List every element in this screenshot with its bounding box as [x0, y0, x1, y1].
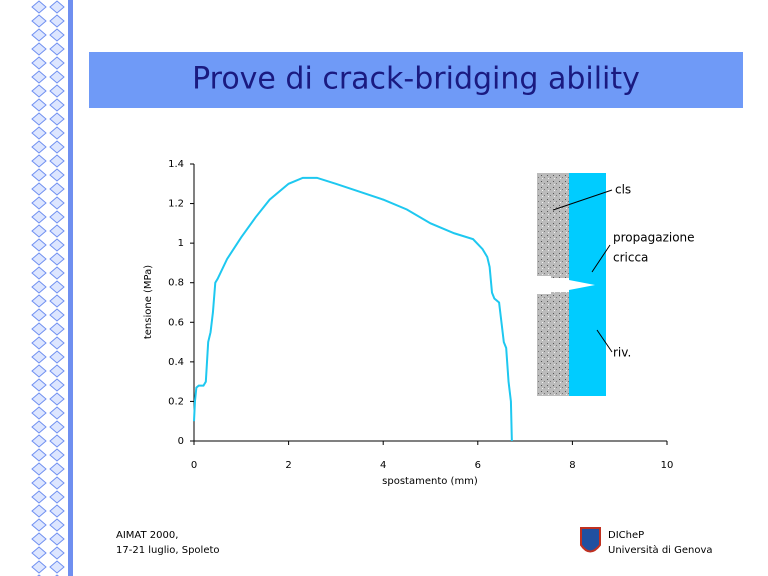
y-tick-label: 0.4	[168, 357, 184, 368]
crack	[569, 280, 595, 290]
slide-title: Prove di crack-bridging ability	[192, 62, 640, 97]
decor-strip	[30, 0, 66, 576]
annotation: cls	[615, 183, 631, 197]
annotation: propagazione	[613, 231, 695, 245]
concrete-upper	[537, 173, 569, 278]
y-tick-label: 1.2	[168, 199, 184, 210]
x-tick-label: 6	[475, 460, 481, 471]
y-tick-label: 0.8	[168, 278, 184, 289]
data-line	[193, 176, 513, 442]
logo	[580, 527, 601, 553]
x-tick-label: 2	[285, 460, 291, 471]
footer-text: AIMAT 2000,	[116, 530, 178, 541]
x-tick-label: 0	[191, 460, 197, 471]
title-banner	[89, 52, 743, 108]
y-tick-label: 1	[178, 238, 184, 249]
y-tick-label: 0	[178, 436, 184, 447]
footer-text: 17-21 luglio, Spoleto	[116, 545, 220, 556]
y-tick-label: 0.2	[168, 396, 184, 407]
annotation: riv.	[613, 346, 631, 360]
x-tick-label: 10	[661, 460, 674, 471]
annotation: cricca	[613, 251, 648, 265]
concrete-lower	[537, 292, 569, 396]
y-tick-label: 0.6	[168, 317, 184, 328]
y-tick-label: 1.4	[168, 159, 184, 170]
y-axis-label: tensione (MPa)	[143, 265, 154, 339]
decor-bar	[68, 0, 73, 576]
arrows	[552, 189, 613, 353]
footer-text: Università di Genova	[608, 544, 713, 556]
x-tick-label: 4	[380, 460, 386, 471]
x-tick-label: 8	[569, 460, 575, 471]
x-axis-label: spostamento (mm)	[382, 476, 478, 487]
footer-text: DICheP	[608, 530, 644, 541]
